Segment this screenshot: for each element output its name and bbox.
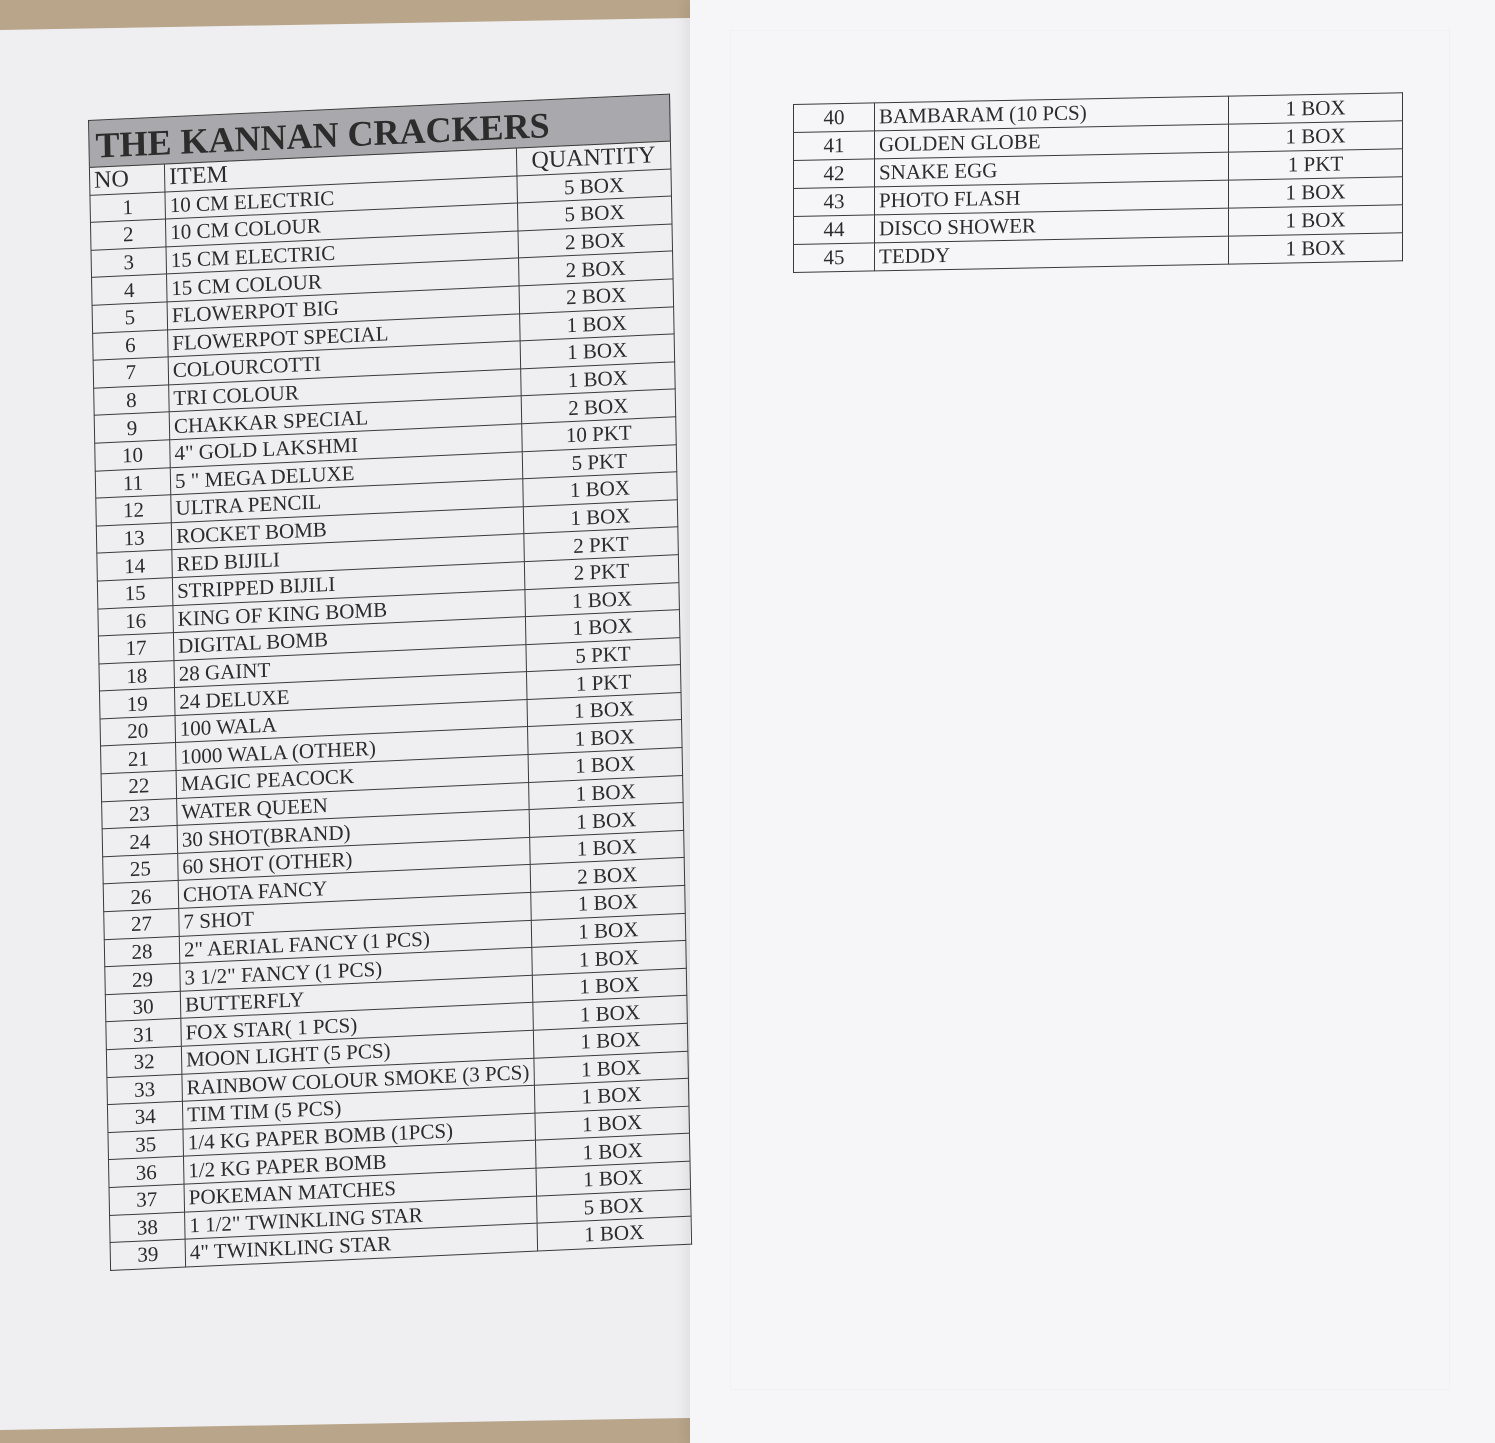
row-number: 42 [793,158,875,189]
row-number: 13 [96,522,172,554]
row-number: 19 [99,687,176,719]
row-number: 8 [93,384,170,416]
row-number: 45 [793,242,875,273]
row-number: 43 [793,186,875,217]
row-number: 38 [109,1211,186,1243]
row-number: 24 [102,825,178,857]
row-number: 29 [104,963,181,995]
row-number: 34 [107,1101,183,1133]
crackers-table-continued: 40 BAMBARAM (10 PCS) 1 BOX 41 GOLDEN GLOBE 1 … [793,92,1403,273]
row-number: 36 [108,1156,185,1188]
row-number: 6 [92,329,169,361]
right-page [690,0,1495,1443]
row-number: 3 [91,246,167,278]
row-number: 44 [793,214,875,245]
item-quantity: 1 BOX [1228,120,1403,153]
row-number: 30 [105,991,181,1023]
row-number: 23 [101,798,178,830]
row-number: 4 [91,274,168,306]
row-number: 10 [94,439,171,471]
row-number: 25 [102,853,179,885]
item-quantity: 1 BOX [1228,204,1403,237]
row-number: 11 [95,467,171,499]
row-number: 20 [100,715,176,747]
row-number: 9 [94,412,170,444]
row-number: 40 [793,102,875,133]
item-quantity: 1 PKT [1228,148,1403,181]
row-number: 33 [106,1073,183,1105]
row-number: 16 [97,605,174,637]
row-number: 31 [105,1018,182,1050]
row-number: 41 [793,130,875,161]
column-header-no: NO [89,164,165,196]
row-number: 5 [92,301,168,333]
crackers-table: THE KANNAN CRACKERS NO ITEM QUANTITY 1 10… [88,94,692,1271]
row-number: 18 [98,660,175,692]
row-number: 17 [98,632,174,664]
row-number: 22 [101,770,177,802]
row-number: 35 [107,1128,184,1160]
row-number: 1 [89,191,166,223]
row-number: 28 [104,935,180,967]
row-number: 39 [110,1239,186,1271]
row-number: 12 [95,494,172,526]
item-quantity: 1 BOX [1228,176,1403,209]
row-number: 27 [103,908,180,940]
row-number: 15 [97,577,173,609]
row-number: 32 [106,1046,182,1078]
row-number: 2 [90,219,167,251]
row-number: 14 [96,550,173,581]
row-number: 21 [100,742,177,774]
row-number: 7 [93,357,169,388]
row-number: 26 [103,880,179,912]
row-number: 37 [109,1184,185,1216]
item-quantity: 1 BOX [1228,232,1403,265]
item-quantity: 1 BOX [1228,92,1403,125]
